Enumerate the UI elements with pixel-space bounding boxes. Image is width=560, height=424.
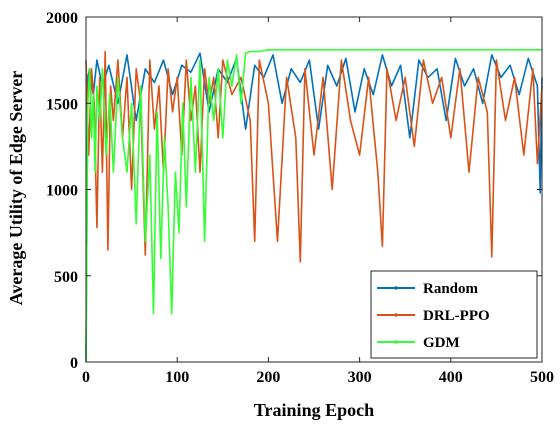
series-line-gdm	[85, 48, 542, 363]
y-tick-label: 1000	[46, 183, 78, 200]
series-line-drl-ppo	[85, 50, 543, 263]
y-axis-title: Average Utility of Edge Server	[6, 71, 26, 306]
legend: Random DRL-PPO GDM	[370, 270, 538, 359]
y-tick-label: 2000	[46, 10, 78, 27]
x-tick-label: 500	[530, 369, 554, 386]
legend-marker-gdm	[394, 340, 398, 344]
y-tick-label: 1500	[46, 96, 78, 113]
legend-label-random: Random	[423, 281, 479, 297]
x-tick-label: 200	[256, 369, 280, 386]
legend-label-gdm: GDM	[423, 335, 460, 351]
series-layer	[85, 48, 543, 363]
y-tick-label: 500	[54, 269, 78, 286]
x-tick-label: 100	[165, 369, 189, 386]
legend-marker-random	[394, 286, 398, 290]
legend-marker-drl-ppo	[394, 313, 398, 317]
legend-label-drl-ppo: DRL-PPO	[423, 308, 490, 324]
x-tick-label: 300	[348, 369, 372, 386]
x-tick-label: 0	[82, 369, 90, 386]
y-tick-label: 0	[70, 355, 78, 372]
x-tick-label: 400	[439, 369, 463, 386]
x-axis-title: Training Epoch	[254, 400, 374, 420]
axes-layer: 0 100 200 300 400 500 0 500 1000 1500 2000	[46, 10, 554, 386]
